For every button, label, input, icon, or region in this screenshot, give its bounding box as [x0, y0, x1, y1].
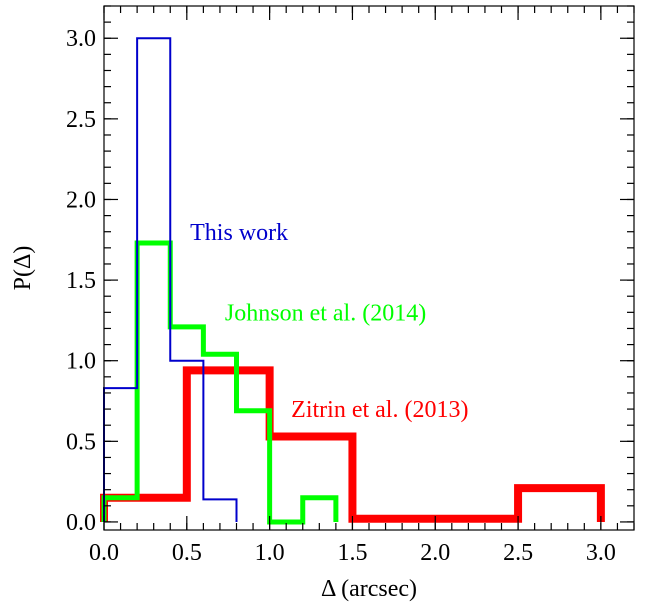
series-line-zitrin-et-al-2013: [100, 366, 605, 523]
series-line-this-work: [103, 37, 238, 522]
axis-ticks: [103, 5, 635, 530]
series-layer: [100, 37, 605, 525]
y-tick-label: 1.5: [66, 268, 96, 294]
y-tick-label: 2.0: [66, 187, 96, 213]
x-tick-label: 0.5: [172, 540, 202, 566]
x-tick-label: 2.0: [420, 540, 450, 566]
x-tick-label: 1.0: [255, 540, 285, 566]
x-axis-title: Δ (arcsec): [321, 576, 417, 602]
y-tick-label: 0.0: [66, 510, 96, 536]
y-tick-label: 3.0: [66, 26, 96, 52]
annotation-zitrin-et-al-2013: Zitrin et al. (2013): [291, 397, 468, 423]
y-axis-title: P(Δ): [10, 246, 36, 291]
series-line-johnson-et-al-2014: [101, 240, 339, 525]
x-tick-label: 1.5: [337, 540, 367, 566]
y-tick-label: 1.0: [66, 349, 96, 375]
x-tick-label: 2.5: [503, 540, 533, 566]
y-tick-label: 0.5: [66, 429, 96, 455]
y-tick-label: 2.5: [66, 107, 96, 133]
tick-labels: 0.0 0.5 1.0 1.5 2.0 2.5 3.0 0.0 0.5 1.0 1.5 2.0 2.5 3…: [66, 26, 616, 566]
x-tick-label: 3.0: [586, 540, 616, 566]
annotation-johnson-et-al-2014: Johnson et al. (2014): [225, 300, 426, 326]
series-annotations: This work Johnson et al. (2014) Zitrin et …: [190, 220, 468, 423]
x-tick-label: 0.0: [89, 540, 119, 566]
annotation-this-work: This work: [190, 220, 288, 246]
